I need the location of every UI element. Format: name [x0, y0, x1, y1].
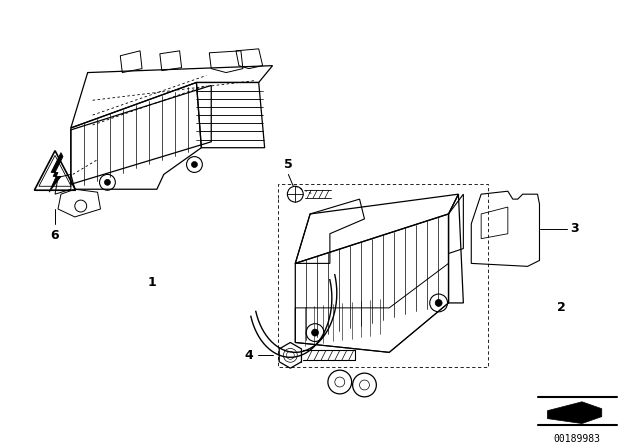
Circle shape — [191, 162, 197, 168]
Polygon shape — [49, 153, 63, 192]
Text: 2: 2 — [557, 302, 566, 314]
Polygon shape — [547, 402, 602, 423]
Circle shape — [104, 179, 111, 185]
Circle shape — [312, 329, 319, 336]
Text: 1: 1 — [148, 276, 156, 289]
Text: 5: 5 — [284, 159, 292, 172]
Text: 3: 3 — [570, 222, 579, 235]
Circle shape — [435, 299, 442, 306]
Text: 00189983: 00189983 — [554, 435, 600, 444]
Text: 6: 6 — [51, 229, 60, 242]
Text: 4: 4 — [244, 349, 253, 362]
